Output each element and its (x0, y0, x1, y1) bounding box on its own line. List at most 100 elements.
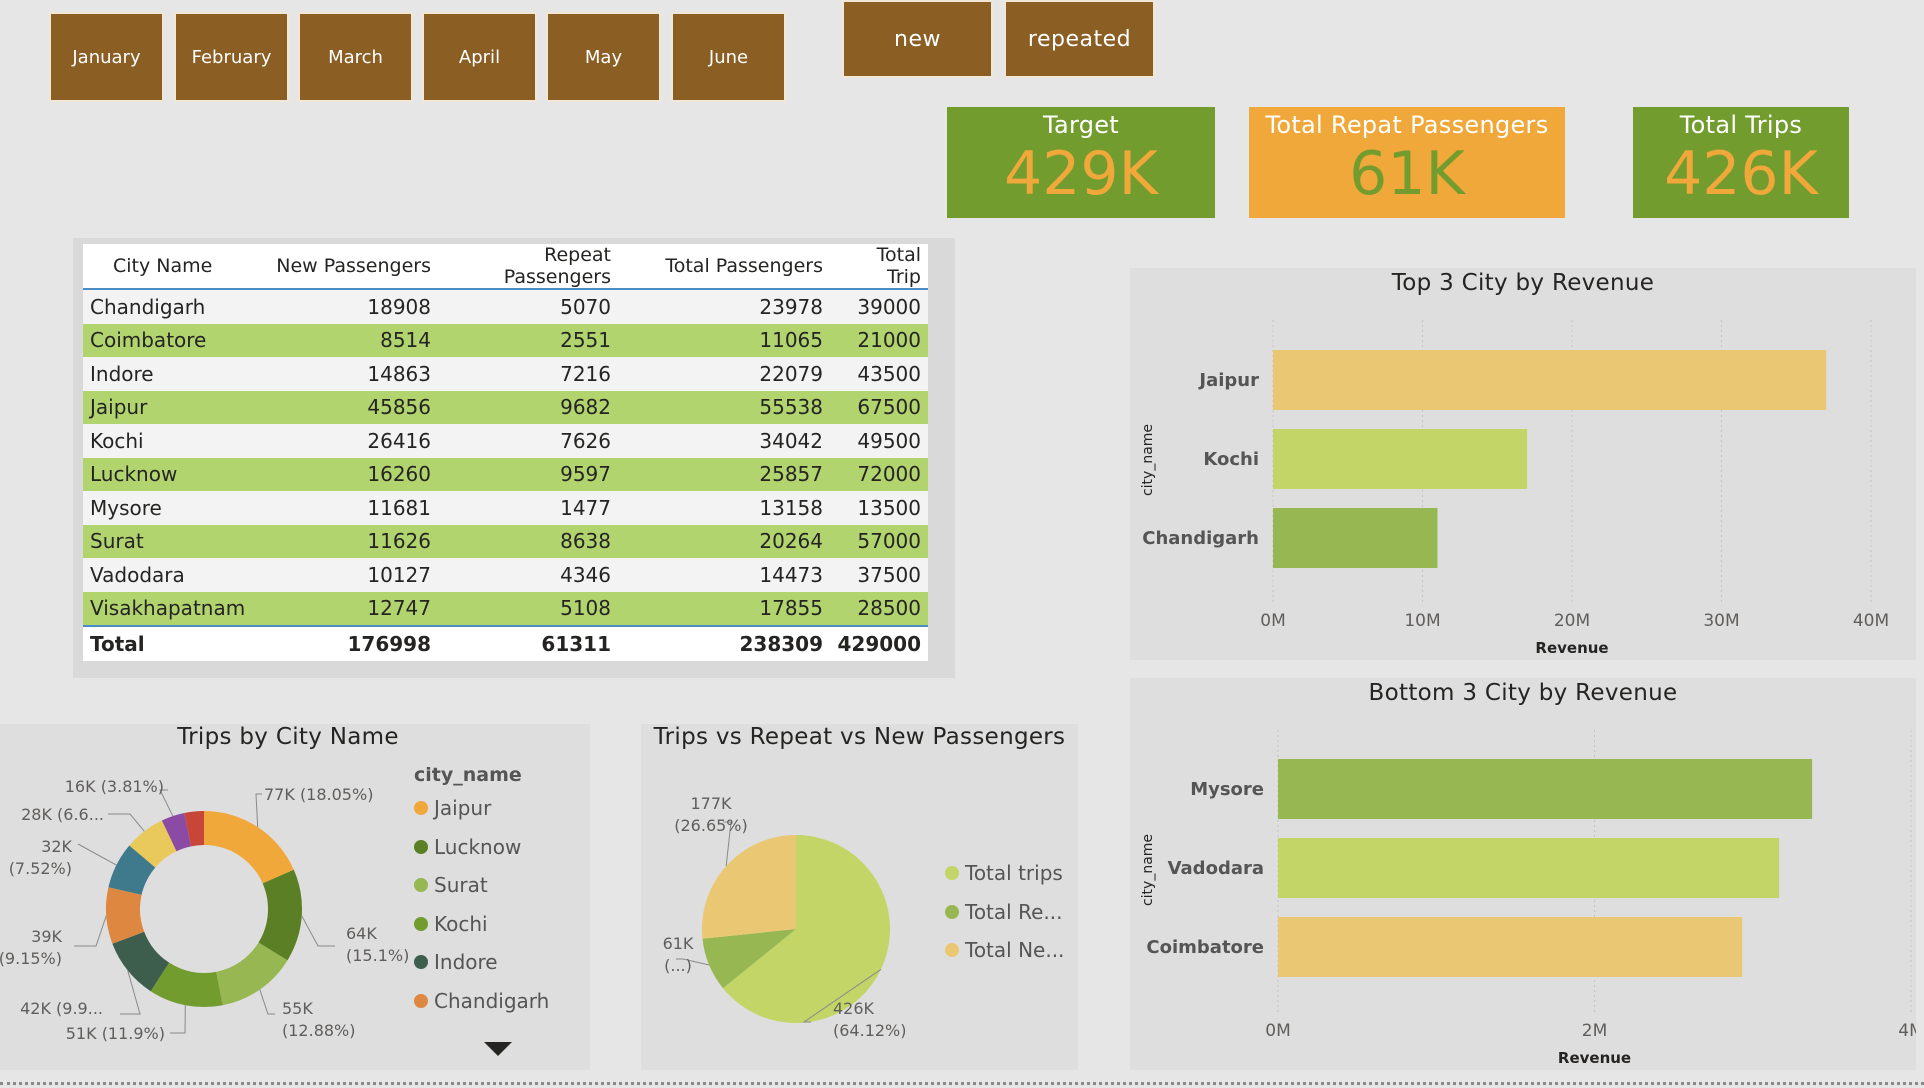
legend-marker (945, 866, 959, 880)
month-button-may[interactable]: May (546, 12, 661, 102)
pie-slice[interactable] (258, 869, 302, 961)
month-button-april[interactable]: April (422, 12, 537, 102)
passenger-type-new-button[interactable]: new (842, 0, 993, 78)
pie-slice[interactable] (722, 835, 890, 1023)
table-cell: 21000 (830, 323, 928, 357)
table-row[interactable]: Vadodara 10127 4346 14473 37500 (83, 558, 928, 592)
table-cell: 16260 (254, 457, 438, 491)
month-label: January (72, 46, 141, 68)
legend-item[interactable]: Total trips (945, 861, 1063, 885)
pie-slice[interactable] (204, 811, 294, 884)
table-cell: 8514 (254, 323, 438, 357)
table-cell: Chandigarh (83, 289, 254, 324)
table-total-cell: Total (83, 625, 254, 661)
bar[interactable] (1278, 917, 1743, 977)
table-cell: 5070 (438, 289, 618, 324)
table-cell: 45856 (254, 390, 438, 424)
pie-slice[interactable] (216, 942, 288, 1006)
data-label: (7.52%) (9, 859, 72, 878)
legend-item[interactable]: Jaipur (414, 796, 491, 820)
bar[interactable] (1278, 838, 1780, 898)
column-header-total-passengers[interactable]: Total Passengers (618, 244, 830, 290)
table-row[interactable]: Jaipur 45856 9682 55538 67500 (83, 390, 928, 424)
column-header-repeat-passengers[interactable]: Repeat Passengers (438, 244, 618, 290)
table-cell: 4346 (438, 558, 618, 592)
table-row[interactable]: Mysore 11681 1477 13158 13500 (83, 491, 928, 525)
table-cell: 7216 (438, 357, 618, 391)
pie-slice[interactable] (184, 811, 204, 847)
pie-slice[interactable] (161, 813, 192, 852)
pie-slice[interactable] (106, 887, 145, 944)
table-cell: Indore (83, 357, 254, 391)
y-axis-label: city_name (1140, 424, 1156, 496)
table-row[interactable]: Indore 14863 7216 22079 43500 (83, 357, 928, 391)
bar[interactable] (1273, 429, 1528, 489)
month-button-february[interactable]: February (174, 12, 289, 102)
table-cell: 10127 (254, 558, 438, 592)
data-label: (64.12%) (833, 1021, 907, 1040)
legend-item[interactable]: Lucknow (414, 835, 521, 859)
legend-item[interactable]: Surat (414, 873, 488, 897)
table-cell: 9597 (438, 457, 618, 491)
table-cell: 55538 (618, 390, 830, 424)
x-tick-label: 4M (1898, 1021, 1916, 1041)
y-category-label: Coimbatore (1146, 937, 1264, 958)
table-cell: Mysore (83, 491, 254, 525)
column-header-new-passengers[interactable]: New Passengers (254, 244, 438, 290)
column-header-total-trip[interactable]: Total Trip (830, 244, 928, 290)
chart-title: Top 3 City by Revenue (1391, 270, 1655, 296)
legend-item[interactable]: Total Re... (945, 900, 1062, 924)
month-label: March (328, 46, 383, 68)
table-row[interactable]: Coimbatore 8514 2551 11065 21000 (83, 323, 928, 357)
month-button-january[interactable]: January (49, 12, 164, 102)
leader-line (120, 970, 141, 1015)
trips-by-city-panel: Trips by City Name 77K (18.05%) 64K (15.1%… (0, 724, 590, 1070)
table-row[interactable]: Lucknow 16260 9597 25857 72000 (83, 457, 928, 491)
passenger-type-label: new (894, 26, 941, 52)
legend-scroll-down-icon[interactable] (484, 1042, 512, 1056)
legend-title: city_name (414, 764, 522, 786)
legend-item[interactable]: Total Ne... (945, 938, 1064, 962)
data-label: 55K (282, 999, 313, 1018)
kpi-title: Total Trips (1679, 111, 1803, 139)
table-row[interactable]: Visakhapatnam 12747 5108 17855 28500 (83, 591, 928, 626)
table-cell: 9682 (438, 390, 618, 424)
bar[interactable] (1273, 350, 1827, 410)
pie-slice[interactable] (702, 835, 796, 939)
legend-item[interactable]: Indore (414, 950, 498, 974)
pie-slice[interactable] (108, 845, 156, 895)
pie-slice[interactable] (150, 962, 223, 1007)
data-label: (15.1%) (346, 946, 409, 965)
table-total-cell: 429000 (830, 625, 928, 661)
month-button-march[interactable]: March (298, 12, 413, 102)
bar[interactable] (1278, 759, 1813, 819)
table-row[interactable]: Surat 11626 8638 20264 57000 (83, 524, 928, 558)
month-button-june[interactable]: June (671, 12, 786, 102)
table-cell: 12747 (254, 591, 438, 626)
top3-revenue-panel: Top 3 City by Revenue 0M 10M 20M 30M 40M Jaip… (1130, 268, 1916, 660)
month-label: May (584, 46, 623, 68)
table-cell: 39000 (830, 289, 928, 324)
chart-title: Trips vs Repeat vs New Passengers (653, 724, 1066, 750)
passenger-type-repeated-button[interactable]: repeated (1004, 0, 1155, 78)
legend-marker (414, 955, 428, 969)
leader-line (77, 843, 117, 866)
table-row[interactable]: Chandigarh 18908 5070 23978 39000 (83, 289, 928, 324)
leader-line (108, 813, 145, 832)
table-cell: 18908 (254, 289, 438, 324)
y-category-label: Vadodara (1168, 858, 1264, 879)
trips-by-city-donut: 77K (18.05%) 64K (15.1%) 55K (12.88%) 51K (11… (0, 777, 409, 1043)
pie-slice[interactable] (702, 929, 796, 989)
table-row[interactable]: Kochi 26416 7626 34042 49500 (83, 424, 928, 458)
legend-item[interactable]: Chandigarh (414, 989, 549, 1013)
data-label: 39K (31, 927, 62, 946)
pie-slice[interactable] (112, 931, 170, 992)
legend-marker (414, 916, 428, 931)
data-label: 32K (41, 837, 72, 856)
legend-item[interactable]: Kochi (414, 912, 488, 936)
legend-label: Jaipur (434, 796, 492, 820)
pie-slice[interactable] (129, 820, 177, 868)
bar[interactable] (1273, 508, 1438, 568)
month-label: June (708, 46, 749, 68)
column-header-city-name[interactable]: City Name (83, 244, 254, 290)
